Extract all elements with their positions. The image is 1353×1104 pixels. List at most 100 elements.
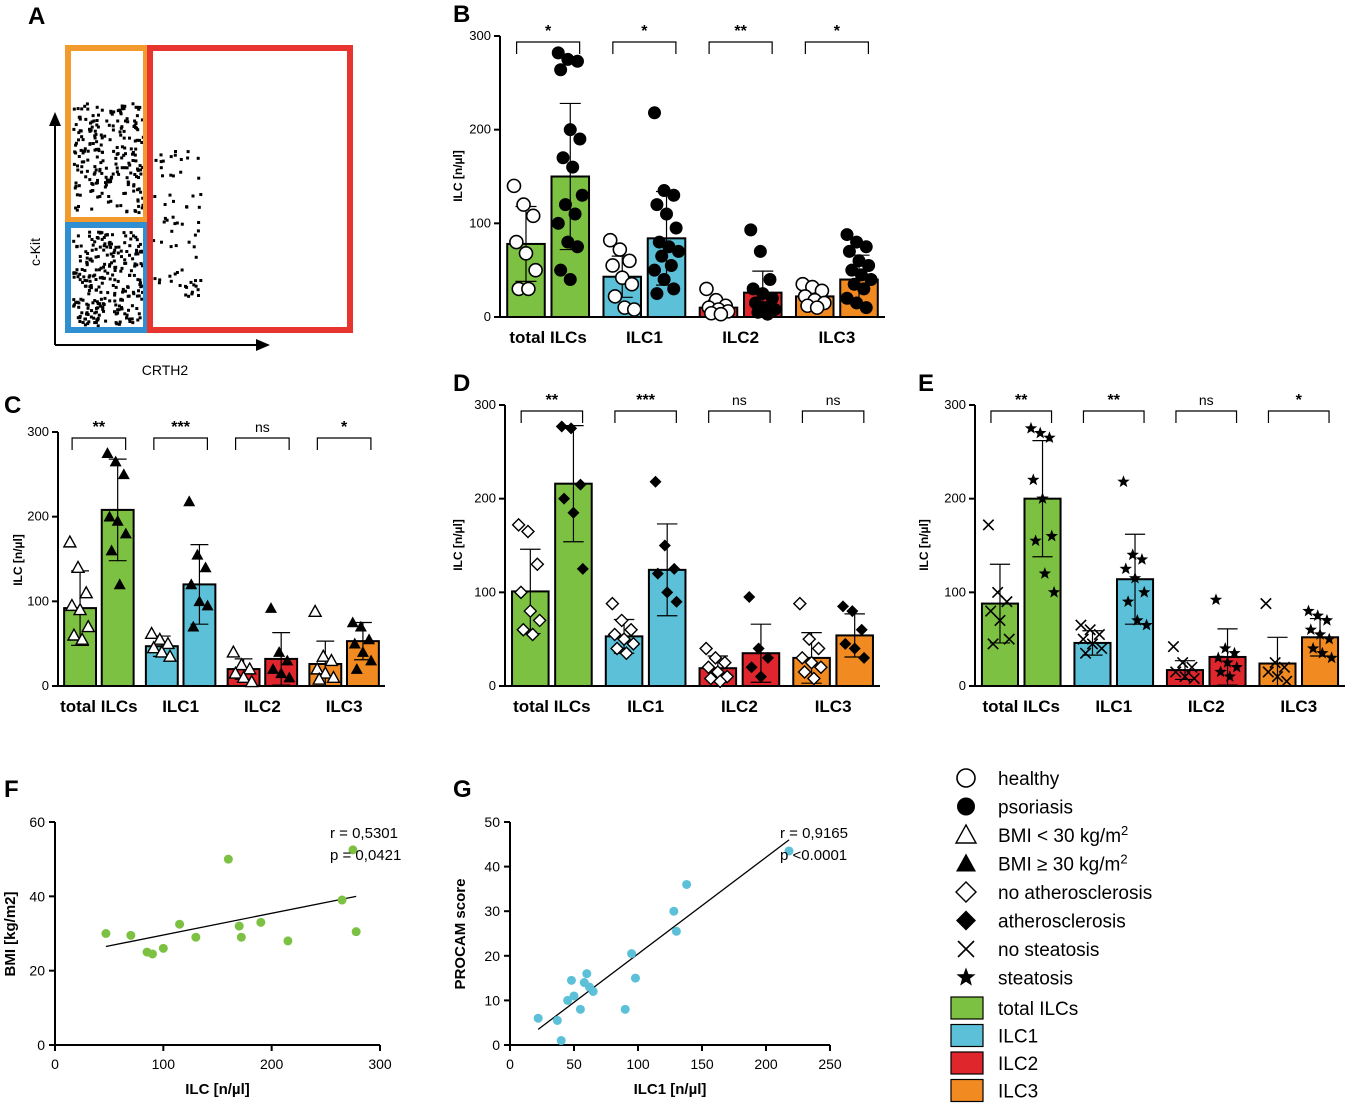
flow-dot [137,176,140,179]
data-point [850,296,864,310]
data-point [570,54,584,68]
flow-dot [112,110,116,114]
flow-dot [88,279,92,283]
flow-dot [102,303,106,306]
data-point [855,623,868,636]
flow-dot [80,135,84,139]
flow-dot [95,105,99,109]
flow-dot [174,244,178,248]
flow-dot [116,308,120,312]
significance-bracket [516,41,581,54]
flow-dot [158,278,162,282]
flow-dot [87,289,91,292]
flow-dot [103,269,107,273]
flow-dot [169,155,173,159]
data-point [607,289,623,304]
data-point [836,600,849,613]
scatter-point [348,845,358,855]
data-point [1095,642,1108,655]
flow-dot [91,114,95,118]
data-point [1126,548,1139,561]
flow-dot [120,125,124,129]
flow-dot [85,311,89,315]
significance-bracket [316,437,372,450]
x-tick-label: ILC1 [627,697,664,716]
flow-dot [137,187,141,191]
significance-label: * [1296,392,1303,409]
flow-dot [86,149,90,153]
x-axis-label: ILC [n/µl] [185,1081,249,1098]
data-point [244,674,259,688]
flow-dot [138,242,142,246]
data-point [708,650,723,665]
flow-dot [112,259,116,263]
flow-dot [134,105,138,109]
data-point [669,221,683,235]
data-point [842,244,856,258]
data-point [648,106,662,120]
data-point [1029,534,1042,547]
flow-dot [137,244,141,248]
flow-dot [125,250,129,253]
flow-dot [98,304,102,308]
flow-dot [128,273,132,277]
flow-dot [136,188,139,192]
flow-dot [92,119,96,123]
data-point [1176,656,1189,669]
flow-dot [108,263,112,267]
flow-dot [159,153,163,157]
data-point [650,287,664,301]
legend-label-text: no steatosis [998,940,1099,961]
legend-label-text: healthy [998,769,1060,790]
data-point [242,661,257,675]
flow-dot [85,260,89,264]
flow-dot [134,121,138,125]
flow-dot [93,240,97,244]
data-point [144,626,159,640]
data-point [105,544,118,556]
flow-dot [140,284,143,288]
flow-dot [83,269,87,272]
flow-dot [128,136,131,140]
data-point [365,654,378,666]
scatter-point [620,1004,630,1014]
data-point [119,527,132,539]
flow-dot [184,293,188,297]
x-tick-label: ILC3 [815,697,852,716]
x-tick-label: 300 [368,1056,392,1072]
legend-label: steatosis [998,969,1073,990]
flow-dot [135,307,139,310]
flow-dot [95,123,99,127]
data-point [713,306,729,322]
flow-dot [134,235,138,239]
scatter-point [630,973,640,983]
flow-dot [96,255,100,259]
data-point [797,664,812,679]
flow-dot [194,284,198,288]
flow-dot [100,231,104,235]
flow-dot [170,229,174,233]
x-tick-label: ILC3 [818,328,855,347]
panel-e: E 0 100 200 300 ILC [n/µl] ** total ILCs ** ILC1 n… [917,370,1345,716]
flow-dot [141,196,145,200]
flow-dot [187,240,191,244]
significance-label: ** [734,23,747,40]
flow-dot [85,279,89,283]
flow-dot [93,165,97,169]
data-point [859,240,873,254]
data-point [658,539,671,552]
flow-dot [132,189,136,193]
legend-swatch-label: ILC3 [998,1082,1038,1103]
flow-dot [115,166,119,170]
flow-dot [139,168,143,172]
data-point [326,670,341,684]
data-point [558,492,571,505]
x-tick-label: ILC2 [722,328,759,347]
flow-dot [89,315,93,319]
x-tick-label: 100 [152,1056,176,1072]
flow-dot [80,170,84,174]
flow-dot [139,172,143,176]
panel-a-y-arrow [49,112,61,126]
flow-dot [90,309,93,313]
flow-dot [141,264,144,268]
